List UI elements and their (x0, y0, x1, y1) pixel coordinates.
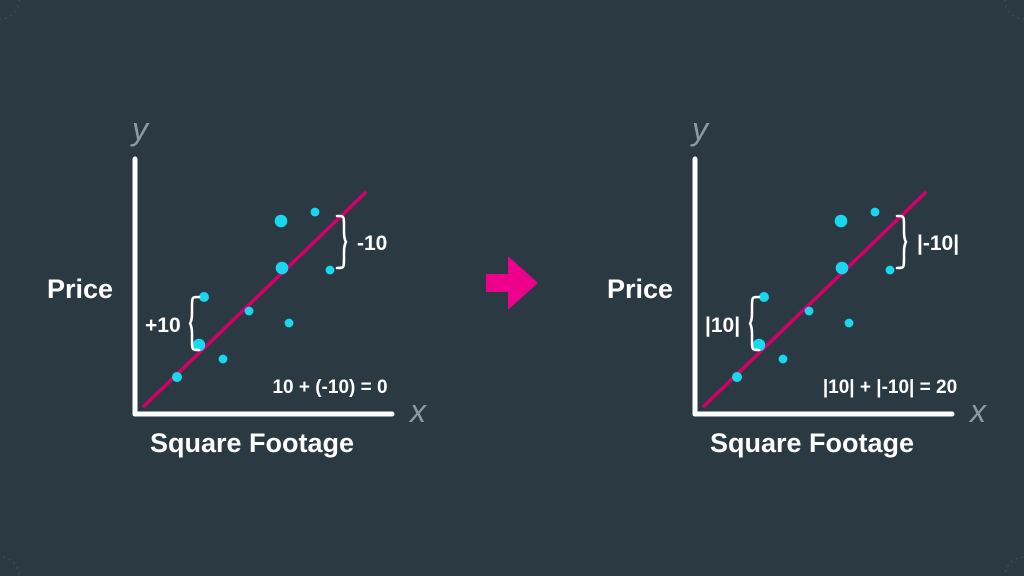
svg-text:Square Footage: Square Footage (710, 428, 914, 458)
svg-text:|10|: |10| (705, 314, 740, 337)
svg-text:|10| + |-10| = 20: |10| + |-10| = 20 (823, 377, 957, 398)
svg-text:y: y (690, 111, 710, 147)
svg-text:|-10|: |-10| (917, 232, 959, 255)
svg-text:x: x (968, 393, 987, 429)
svg-text:Price: Price (607, 274, 673, 304)
